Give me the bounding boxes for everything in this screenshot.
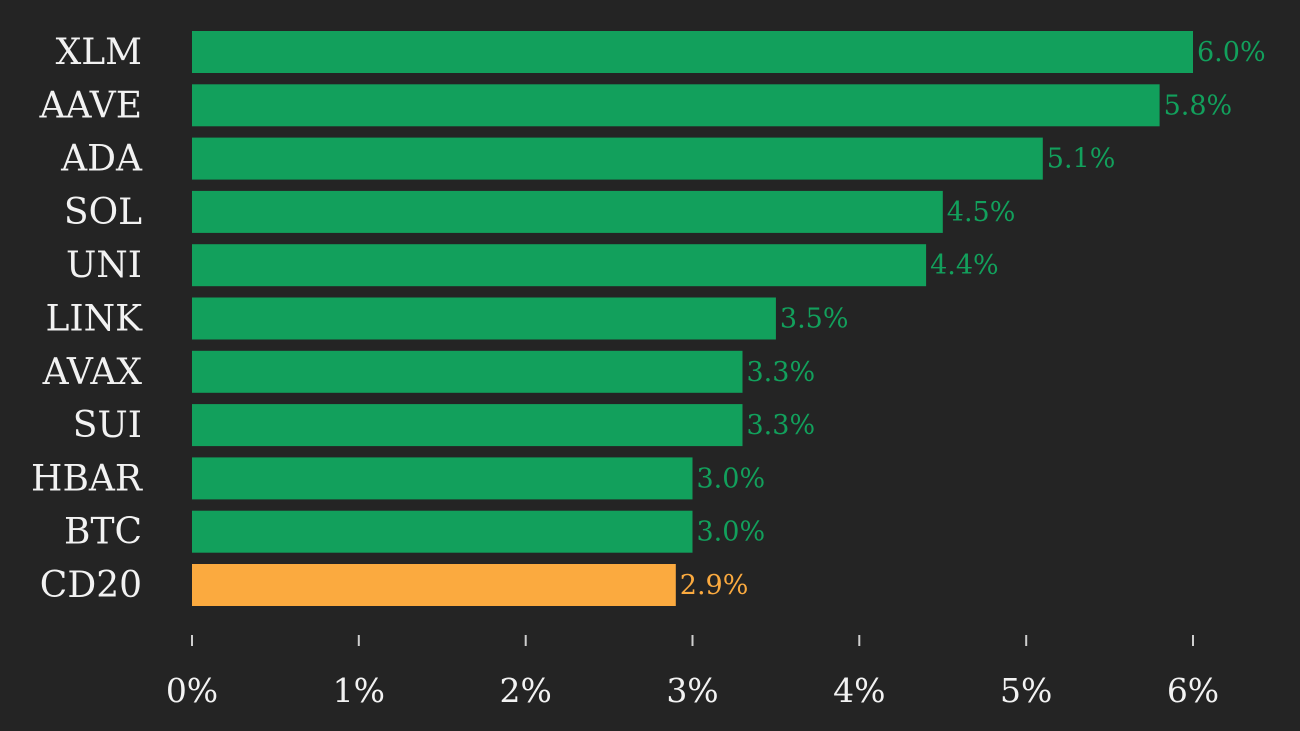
value-label-avax: 3.3% xyxy=(747,357,816,388)
x-tick-label: 4% xyxy=(833,671,885,710)
x-axis: 0% 1% 2% 3% 4% 5% 6% xyxy=(166,635,1219,710)
x-tick-label: 5% xyxy=(1000,671,1052,710)
category-label-btc: BTC xyxy=(64,512,142,553)
bar-uni xyxy=(192,244,927,287)
x-tick-label: 1% xyxy=(333,671,385,710)
value-label-sol: 4.5% xyxy=(947,197,1016,228)
bars-layer xyxy=(192,31,1193,606)
x-tick-label: 2% xyxy=(500,671,552,710)
category-label-sui: SUI xyxy=(73,405,142,446)
bar-aave xyxy=(192,84,1160,127)
value-labels: 6.0% 5.8% 5.1% 4.5% 4.4% 3.5% 3.3% 3.3% 3.0% 3.0%… xyxy=(680,37,1266,601)
value-label-btc: 3.0% xyxy=(697,517,766,548)
bar-hbar xyxy=(192,457,693,500)
bar-ada xyxy=(192,137,1043,180)
category-label-uni: UNI xyxy=(66,245,142,286)
bar-cd20 xyxy=(192,564,676,606)
value-label-xlm: 6.0% xyxy=(1197,37,1266,68)
bar-btc xyxy=(192,510,693,553)
bar-xlm xyxy=(192,31,1193,73)
category-label-sol: SOL xyxy=(64,192,142,233)
category-label-hbar: HBAR xyxy=(31,458,143,499)
category-label-cd20: CD20 xyxy=(40,565,142,606)
x-tick-label: 0% xyxy=(166,671,218,710)
value-label-sui: 3.3% xyxy=(747,410,816,441)
category-label-aave: AAVE xyxy=(39,85,142,126)
x-tick-label: 3% xyxy=(666,671,718,710)
bar-avax xyxy=(192,350,743,393)
value-label-link: 3.5% xyxy=(780,304,849,335)
category-label-link: LINK xyxy=(45,299,143,340)
value-label-hbar: 3.0% xyxy=(697,463,766,494)
x-tick-label: 6% xyxy=(1167,671,1219,710)
bar-sol xyxy=(192,190,943,233)
category-label-ada: ADA xyxy=(60,139,143,180)
value-label-cd20: 2.9% xyxy=(680,570,749,601)
value-label-aave: 5.8% xyxy=(1164,90,1233,121)
category-labels: XLM AAVE ADA SOL UNI LINK AVAX SUI HBAR BTC CD20 xyxy=(31,32,143,606)
category-label-avax: AVAX xyxy=(42,352,143,393)
bar-link xyxy=(192,297,776,340)
value-label-ada: 5.1% xyxy=(1047,144,1116,175)
bar-sui xyxy=(192,404,743,447)
category-label-xlm: XLM xyxy=(56,32,142,73)
value-label-uni: 4.4% xyxy=(930,250,999,281)
